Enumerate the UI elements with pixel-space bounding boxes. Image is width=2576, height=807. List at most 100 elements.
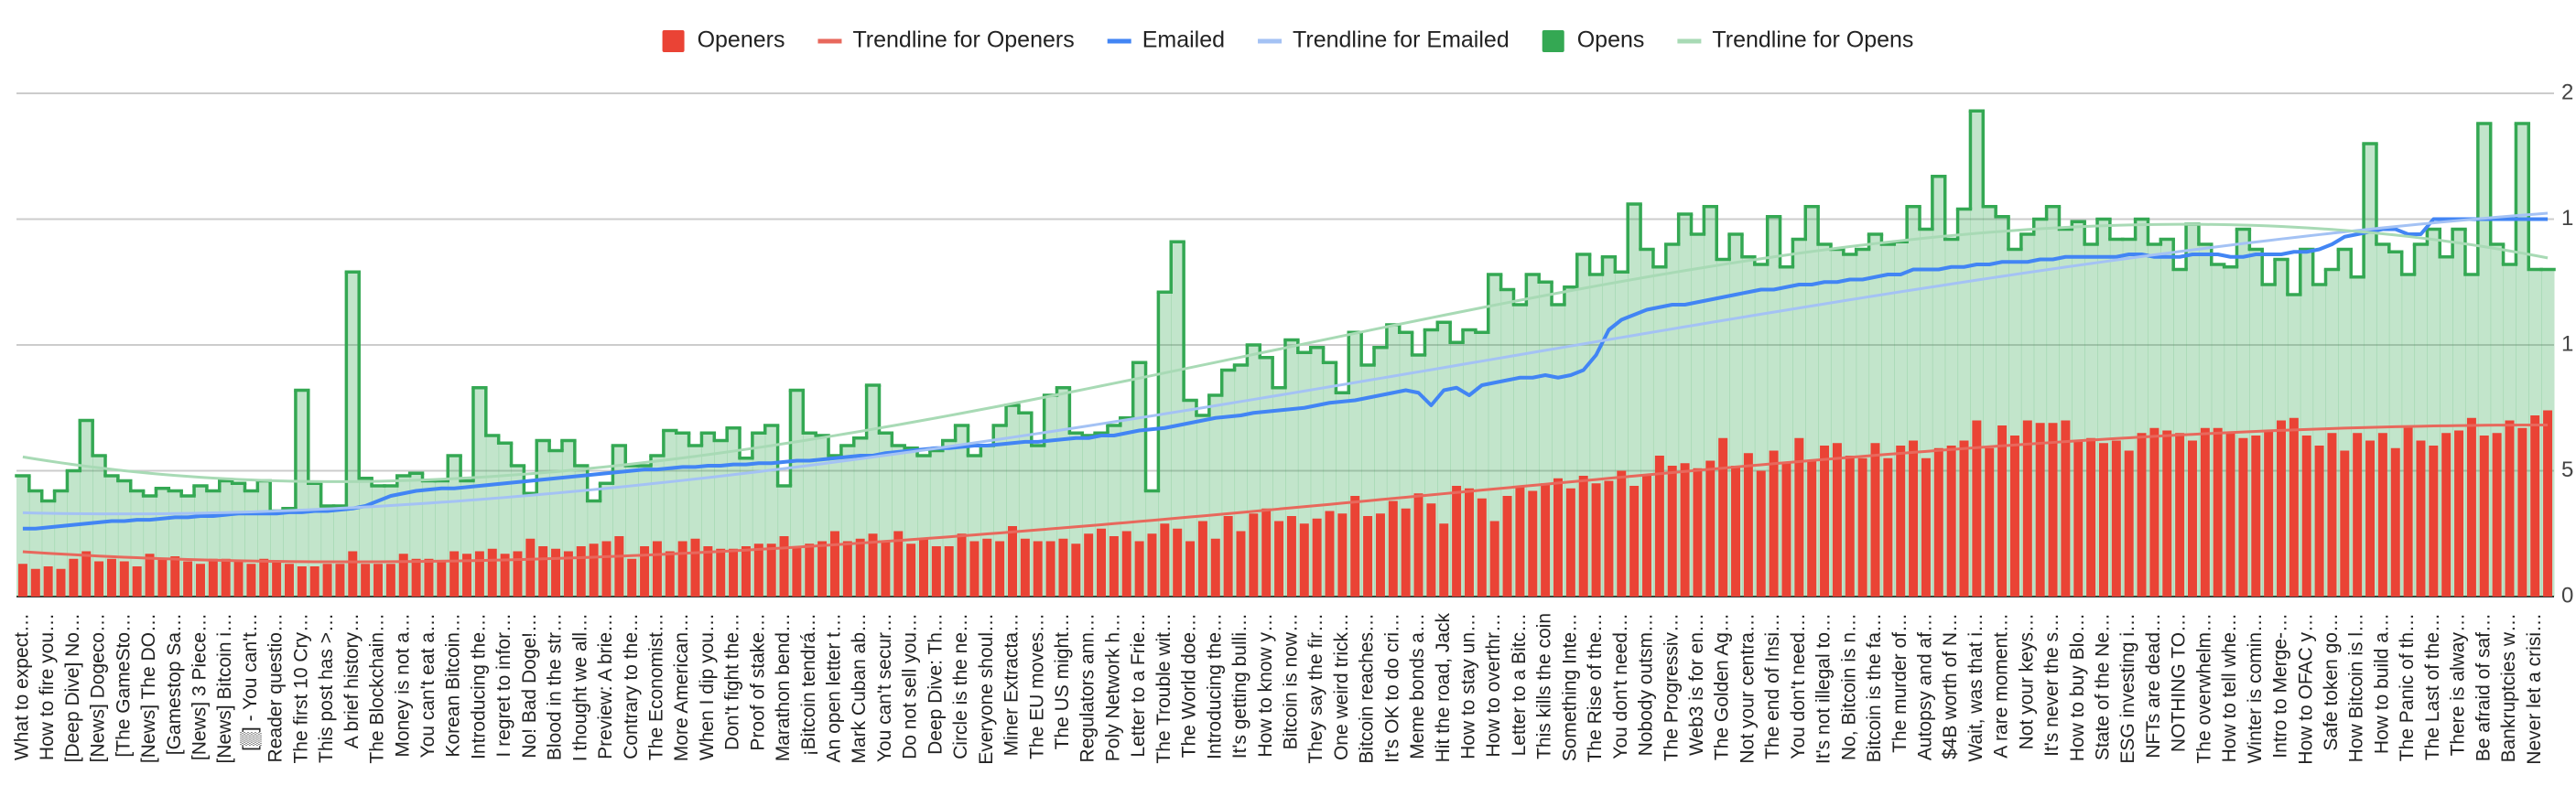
bar [2390,447,2400,597]
x-tick-label: It's never the s… [2041,613,2062,757]
x-tick-label: The EU moves… [1026,613,1047,759]
bar [106,558,116,597]
bar [157,558,168,597]
y-tick-label: 2 [2561,80,2573,104]
bar [1807,460,1817,597]
bar [1769,450,1779,597]
x-tick-label: One weird trick… [1331,613,1352,760]
x-tick-label: The end of Insi… [1762,613,1783,759]
bar [729,548,739,597]
bar [94,561,104,597]
bar [1489,521,1499,597]
openers-bars [17,410,2553,597]
bar [1464,488,1474,597]
x-tick-label: Marathon bend… [773,613,794,761]
x-tick-label: Mark Cuban ab… [849,613,870,764]
bar [30,568,40,597]
bar [1832,443,1842,597]
bar [1997,425,2008,597]
x-tick-label: It's getting bulli… [1229,613,1250,759]
x-tick-label: Korean Bitcoin… [443,613,464,758]
legend-label: Trendline for Openers [852,27,1074,53]
bar [2479,436,2489,597]
bar [1553,478,1563,597]
bar [627,558,637,597]
bar [1109,536,1119,597]
x-tick-label: What to expect… [11,613,32,760]
bar [576,546,586,597]
x-tick-label: There is alway… [2448,613,2469,756]
trendline [22,423,2549,564]
bar [805,543,815,597]
x-tick-label: How to overthr… [1483,613,1504,758]
bar [2137,433,2147,597]
bar [272,561,282,597]
x-tick-label: A rare moment… [1991,613,2012,759]
x-tick-label: NFTs are dead… [2143,613,2164,759]
bar [1337,513,1348,597]
bar [2238,437,2248,597]
x-tick-label: How to build a… [2371,613,2392,754]
bar [1667,466,1677,597]
bar [931,546,941,597]
bar [906,543,916,597]
x-tick-label: Bankruptcies w… [2498,613,2519,762]
bar [385,564,395,597]
bar [1033,541,1043,597]
bar [437,561,447,597]
bar [1286,516,1296,597]
bar [2517,427,2527,597]
bar [2048,423,2058,597]
bar [1299,523,1309,597]
x-tick-label: An open letter t… [824,613,845,762]
bar [601,541,612,597]
bar [361,564,371,597]
bar [1388,500,1398,597]
bar [1058,538,1068,597]
bar [2365,440,2376,597]
x-tick-label: How to stay un… [1458,613,1479,759]
legend-label: Trendline for Emailed [1293,27,1510,53]
bar [538,546,548,597]
bar [1591,483,1601,597]
bar [817,541,828,597]
bar [2353,433,2363,597]
bar [779,536,789,597]
x-tick-label: No, Bitcoin is n… [1838,613,1859,760]
x-tick-label: Meme bonds a… [1407,613,1428,759]
bar [1045,541,1055,597]
bar [1985,447,1995,597]
bar [1845,456,1855,597]
bar [259,558,269,597]
bar [1578,476,1588,597]
bar [589,543,599,597]
x-tick-label: Web3 is for en… [1686,613,1707,756]
x-tick-label: How to know y… [1255,613,1276,758]
x-tick-label: The first 10 Cry… [290,613,311,764]
bar [1642,476,1651,597]
bar [1946,446,1956,597]
bar [1197,521,1207,597]
bar [766,543,776,597]
area-step-fill [1132,362,1147,597]
bar [563,551,573,597]
x-tick-label: Introducing the… [1204,613,1225,759]
bar [1896,446,1906,597]
y-tick-label: 0 [2561,583,2573,608]
x-tick-label: Reader questio… [265,613,287,762]
bar [373,564,383,597]
bar [1502,496,1512,597]
bar [969,541,980,597]
x-tick-label: The Rise of the… [1585,613,1606,762]
bar [1426,503,1436,597]
x-tick-label: Not your centra… [1737,613,1758,764]
bar [221,558,231,597]
bar [1084,533,1094,597]
legend-swatch [662,30,685,52]
x-tick-label: Be afraid of saf… [2473,613,2494,761]
bar [944,546,954,597]
bar [132,566,142,597]
bar [2505,420,2515,597]
x-tick-label: Poly Network h… [1102,613,1123,761]
